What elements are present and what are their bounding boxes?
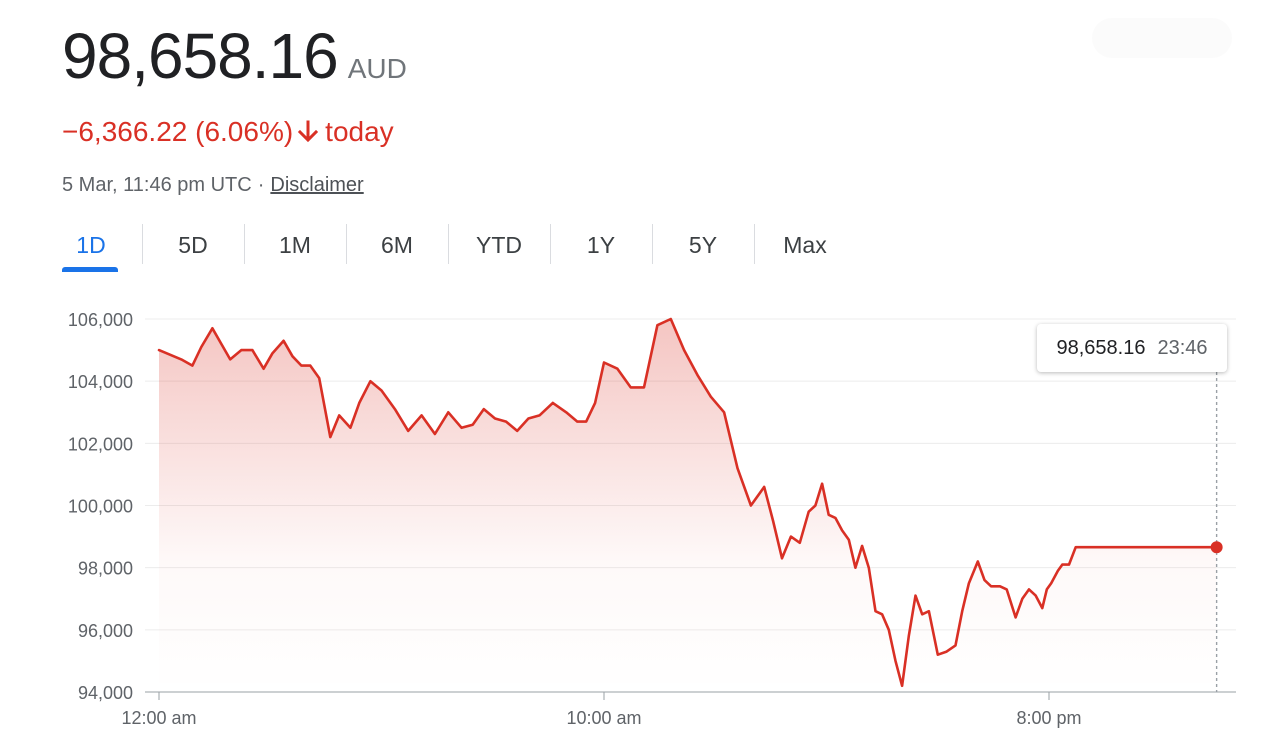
- arrow-down-icon: [298, 120, 319, 143]
- y-tick-label: 106,000: [68, 310, 133, 330]
- y-tick-label: 102,000: [68, 434, 133, 454]
- separator-dot: ·: [257, 174, 265, 196]
- corner-decoration: [1092, 18, 1232, 58]
- tab-1d[interactable]: 1D: [40, 222, 142, 272]
- y-tick-label: 98,000: [78, 559, 133, 579]
- tab-ytd[interactable]: YTD: [448, 222, 550, 268]
- tooltip-time: 23:46: [1157, 336, 1208, 359]
- x-tick-label: 12:00 am: [121, 708, 196, 728]
- tab-1y[interactable]: 1Y: [550, 222, 652, 268]
- tab-max[interactable]: Max: [754, 222, 856, 268]
- tooltip-price: 98,658.16: [1056, 336, 1146, 359]
- tab-5d[interactable]: 5D: [142, 222, 244, 268]
- price-line: [157, 317, 1218, 688]
- currency-label: AUD: [347, 53, 407, 84]
- y-tick-label: 94,000: [78, 683, 133, 703]
- price-header: 98,658.16 AUD: [62, 24, 407, 88]
- change-value: −6,366.22 (6.06%): [62, 116, 294, 147]
- timestamp: 5 Mar, 11:46 pm UTC: [62, 174, 252, 196]
- last-price-point: [1210, 541, 1223, 554]
- y-tick-label: 96,000: [78, 621, 133, 641]
- x-tick-label: 10:00 am: [566, 708, 641, 728]
- tab-1m[interactable]: 1M: [244, 222, 346, 268]
- tab-6m[interactable]: 6M: [346, 222, 448, 268]
- timestamp-row: 5 Mar, 11:46 pm UTC · Disclaimer: [62, 174, 364, 197]
- tab-5y[interactable]: 5Y: [652, 222, 754, 268]
- y-tick-label: 104,000: [68, 372, 133, 392]
- y-tick-label: 100,000: [68, 497, 133, 517]
- range-tabs: 1D 5D 1M 6M YTD 1Y 5Y Max: [40, 222, 856, 274]
- current-price: 98,658.16: [62, 20, 339, 92]
- price-change: −6,366.22 (6.06%) today: [62, 116, 394, 148]
- x-tick-label: 8:00 pm: [1016, 708, 1081, 728]
- disclaimer-link[interactable]: Disclaimer: [270, 174, 364, 196]
- price-area-fill: [159, 319, 1217, 692]
- change-period: today: [325, 116, 394, 147]
- hover-tooltip: 98,658.16 23:46: [1037, 324, 1227, 372]
